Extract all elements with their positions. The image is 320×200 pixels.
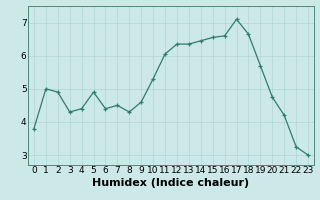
X-axis label: Humidex (Indice chaleur): Humidex (Indice chaleur) — [92, 178, 250, 188]
